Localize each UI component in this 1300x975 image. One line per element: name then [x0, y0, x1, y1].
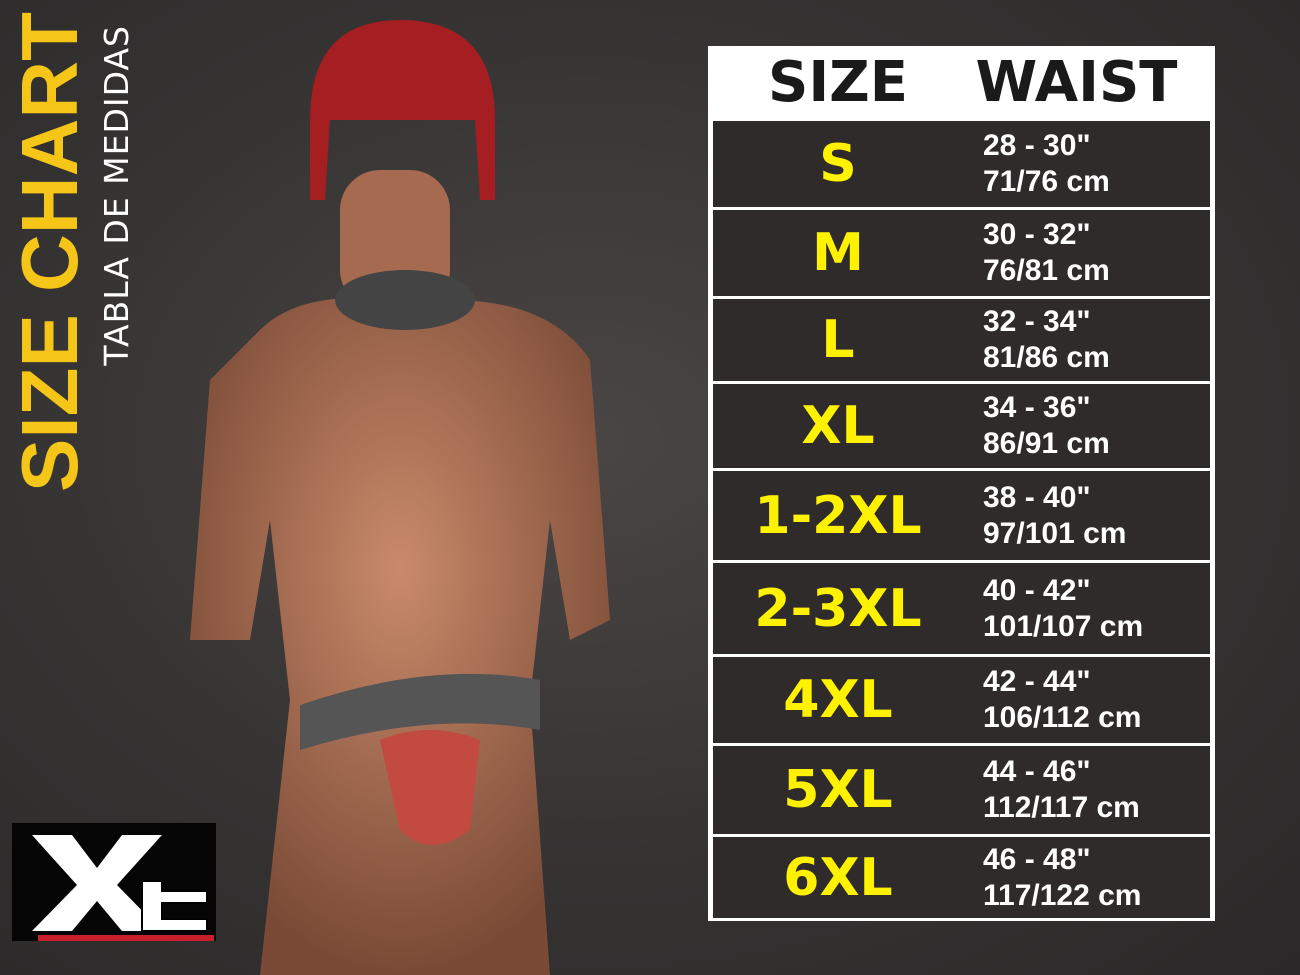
- waist-cm: 101/107 cm: [983, 609, 1144, 643]
- size-label: 5XL: [783, 760, 893, 820]
- waist-cm: 106/112 cm: [983, 701, 1142, 734]
- size-label: 2-3XL: [754, 578, 922, 639]
- waist-cm: 86/91 cm: [983, 427, 1110, 460]
- size-label: 4XL: [783, 670, 893, 730]
- table-row: 1-2XL 38 - 40" 97/101 cm: [713, 471, 1210, 560]
- table-row: 5XL 44 - 46" 112/117 cm: [713, 746, 1210, 834]
- waist-inches: 30 - 32": [983, 218, 1091, 251]
- size-chart-subtitle: TABLA DE MEDIDAS: [97, 25, 136, 366]
- size-chart-title: SIZE CHART: [5, 12, 94, 492]
- size-label: S: [819, 134, 857, 194]
- waist-cm: 112/117 cm: [983, 791, 1140, 824]
- waist-inches: 44 - 46": [983, 755, 1091, 788]
- table-row: M 30 - 32" 76/81 cm: [713, 210, 1210, 296]
- waist-cm: 117/122 cm: [983, 878, 1142, 912]
- waist-inches: 38 - 40": [983, 480, 1091, 514]
- waist-cm: 76/81 cm: [983, 254, 1110, 287]
- table-row: 2-3XL 40 - 42" 101/107 cm: [713, 563, 1210, 654]
- waist-inches: 34 - 36": [983, 391, 1091, 424]
- size-label: M: [812, 223, 864, 283]
- size-label: XL: [801, 396, 875, 456]
- table-row: L 32 - 34" 81/86 cm: [713, 299, 1210, 381]
- waist-inches: 32 - 34": [983, 305, 1091, 338]
- table-header: SIZE WAIST: [713, 46, 1210, 118]
- table-row: XL 34 - 36" 86/91 cm: [713, 384, 1210, 468]
- size-table: SIZE WAIST S 28 - 30" 71/76 cm M 30 - 32" 76…: [708, 46, 1215, 921]
- size-label: L: [821, 310, 855, 370]
- waist-inches: 46 - 48": [983, 842, 1091, 876]
- table-row: S 28 - 30" 71/76 cm: [713, 121, 1210, 207]
- size-label: 1-2XL: [754, 485, 922, 546]
- waist-cm: 81/86 cm: [983, 341, 1110, 374]
- waist-cm: 71/76 cm: [983, 165, 1110, 198]
- table-row: 6XL 46 - 48" 117/122 cm: [713, 837, 1210, 918]
- table-row: 4XL 42 - 44" 106/112 cm: [713, 657, 1210, 743]
- xtremen-logo: [12, 823, 216, 941]
- waist-cm: 97/101 cm: [983, 516, 1127, 550]
- waist-inches: 40 - 42": [983, 573, 1091, 607]
- header-size: SIZE: [767, 49, 909, 115]
- model-photo: [190, 20, 610, 975]
- title-block: SIZE CHART TABLA DE MEDIDAS: [0, 0, 150, 540]
- size-label: 6XL: [783, 847, 893, 908]
- waist-inches: 42 - 44": [983, 665, 1091, 698]
- header-waist: WAIST: [975, 49, 1178, 115]
- waist-inches: 28 - 30": [983, 129, 1091, 162]
